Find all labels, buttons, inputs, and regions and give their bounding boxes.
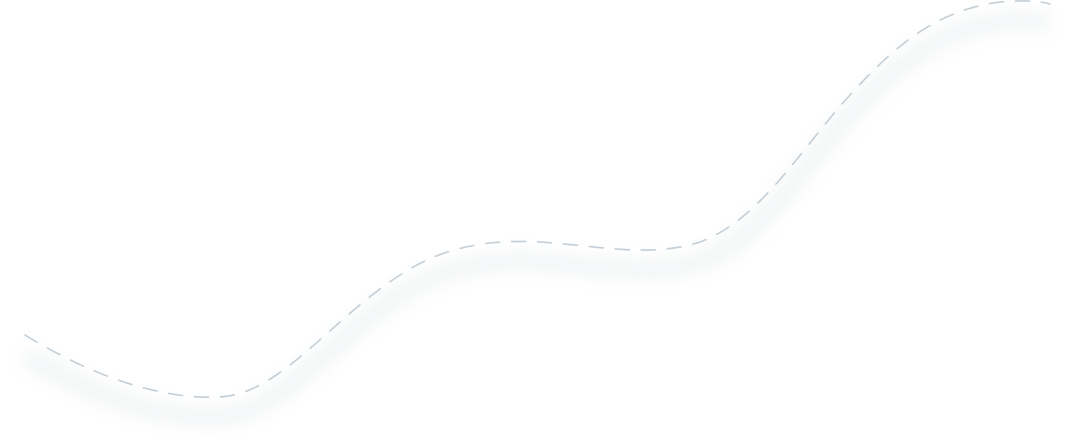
dashed-curve <box>24 0 1051 399</box>
curve-shadow <box>20 12 1053 426</box>
